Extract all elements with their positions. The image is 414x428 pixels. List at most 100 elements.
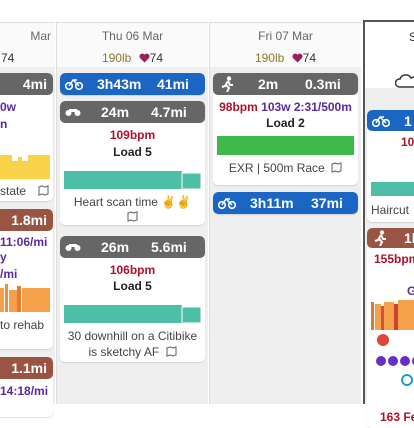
day-stats: 190lb 74: [210, 51, 361, 65]
weight: 190lb: [101, 51, 132, 65]
heart-rate: 10: [401, 135, 414, 149]
page: {"columns": [ {"date": "Mar", "hr": "74"…: [0, 20, 414, 428]
stat: 1h: [404, 230, 414, 246]
note: Haircut: [371, 203, 410, 217]
day-stats: 190lb 74: [57, 51, 208, 65]
chart-graphic: [0, 155, 50, 179]
date: Fri 07 Mar: [258, 29, 313, 43]
stat: 1.8mi: [11, 212, 47, 228]
chart-graphic: [64, 305, 201, 323]
stat: 1: [404, 113, 412, 129]
note: is sketchy AF: [88, 345, 160, 359]
workout-card[interactable]: 1 10 Haircut: [367, 110, 414, 222]
resting-hr: 74: [302, 51, 317, 65]
weight: 190lb: [254, 51, 285, 65]
heart-rate: 155bpm: [374, 252, 414, 266]
map-icon[interactable]: [127, 211, 138, 222]
stat: 2m: [258, 76, 279, 92]
stat-line: 98bpm 103w 2:31/500m: [213, 100, 358, 114]
chart-graphic: [371, 300, 414, 330]
workout-card[interactable]: 2m 0.3mi 98bpm 103w 2:31/500m Load 2 EXR…: [213, 73, 358, 185]
run-icon: [374, 230, 386, 246]
card-header: 1: [367, 110, 414, 131]
note: 30 downhill on a Citibike: [67, 329, 198, 343]
load: Load 5: [113, 279, 152, 293]
workout-card[interactable]: 3h11m 37mi: [213, 192, 358, 214]
day-header: S: [365, 22, 414, 88]
day-column: Thu 06 Mar 190lb 74 3h43m 41mi 24m 4.7mi…: [56, 22, 208, 404]
stat: 3h43m: [97, 76, 142, 92]
load: Load 2: [266, 116, 305, 130]
workout-card[interactable]: 3h43m 41mi: [60, 73, 205, 95]
workout-card[interactable]: 4mi 0w n state: [0, 73, 53, 201]
heart-icon: [139, 53, 150, 63]
stat: 37mi: [311, 195, 343, 211]
card-header: 2m 0.3mi: [213, 73, 358, 95]
workout-card[interactable]: 1.1mi 14:18/mi: [0, 357, 53, 417]
stat: 41mi: [157, 76, 189, 92]
stat: 3h11m: [250, 195, 294, 211]
heart-rate: 109bpm: [109, 128, 156, 142]
workout-card[interactable]: 1.8mi 11:06/mi y /mi to rehab: [0, 209, 53, 349]
day-column: Fri 07 Mar 190lb 74 2m 0.3mi 98bpm 103w …: [209, 22, 361, 404]
note: to rehab: [0, 318, 45, 332]
stat: 1.1mi: [11, 360, 47, 376]
map-icon[interactable]: [165, 346, 177, 357]
resting-hr: 74: [149, 51, 164, 65]
stat-line: /mi: [0, 267, 18, 281]
chart-graphic: [64, 171, 201, 189]
card-header: 1h: [367, 228, 414, 248]
day-column: S 1 10 Haircut 1h 155bpm GA 163 Fe: [363, 20, 414, 428]
run-icon: [221, 76, 233, 92]
load: Load 5: [113, 145, 152, 159]
date: Thu 06 Mar: [101, 29, 164, 43]
resting-hr: 74: [1, 51, 15, 65]
pace: 2:31/500m: [293, 100, 352, 114]
workout-card[interactable]: 1h 155bpm GA 163 Fe: [367, 228, 414, 428]
card-header: 4mi: [0, 73, 53, 95]
stat: 4.7mi: [151, 104, 187, 120]
note-line: is sketchy AF: [60, 345, 205, 359]
badges: [376, 334, 414, 386]
map-icon[interactable]: [331, 162, 342, 173]
weather-icon: [395, 74, 414, 88]
note-line: EXR | 500m Race: [213, 161, 358, 175]
chart-graphic: [217, 136, 354, 155]
chart-graphic: [371, 182, 414, 196]
bike-icon: [65, 109, 81, 116]
heart-rate: 106bpm: [109, 263, 156, 277]
day-header: Fri 07 Mar 190lb 74: [210, 23, 361, 67]
day-header: Thu 06 Mar 190lb 74: [57, 23, 208, 67]
stat: 4mi: [22, 76, 47, 92]
stat-line: y: [0, 250, 7, 264]
stat: 0.3mi: [305, 76, 341, 92]
stat: 26m: [101, 239, 130, 255]
stat-line: 163 Fe: [380, 410, 414, 424]
map-icon[interactable]: [38, 185, 49, 196]
card-header: 3h11m 37mi: [213, 192, 358, 214]
card-header: 1.1mi: [0, 357, 53, 379]
note: Heart scan time ✌️✌️: [73, 195, 192, 209]
stat-line: GA: [407, 284, 414, 298]
bike-icon: [372, 116, 390, 128]
stat-line: 0w: [0, 100, 17, 114]
card-header: 26m 5.6mi: [60, 236, 205, 258]
card-header: 1.8mi: [0, 209, 53, 231]
stat-line: 14:18/mi: [0, 384, 49, 398]
card-header: 3h43m 41mi: [60, 73, 205, 95]
note: state: [0, 184, 27, 198]
day-column: Mar 74 4mi 0w n state 1.8mi 11:06/mi y /…: [0, 22, 55, 417]
card-header: 24m 4.7mi: [60, 101, 205, 123]
stat-line: 11:06/mi: [0, 235, 48, 249]
workout-card[interactable]: 26m 5.6mi 106bpm Load 5 30 downhill on a…: [60, 236, 205, 362]
stat: 24m: [101, 104, 130, 120]
power: 103w: [261, 100, 291, 114]
date: S: [409, 30, 414, 44]
chart-graphic: [0, 284, 50, 312]
stat-line: n: [0, 117, 8, 131]
heart-rate: 98bpm: [219, 100, 258, 114]
bike-icon: [65, 244, 81, 251]
bike-icon: [218, 198, 236, 210]
workout-card[interactable]: 24m 4.7mi 109bpm Load 5 Heart scan time …: [60, 101, 205, 225]
day-header: Mar 74: [0, 23, 55, 67]
